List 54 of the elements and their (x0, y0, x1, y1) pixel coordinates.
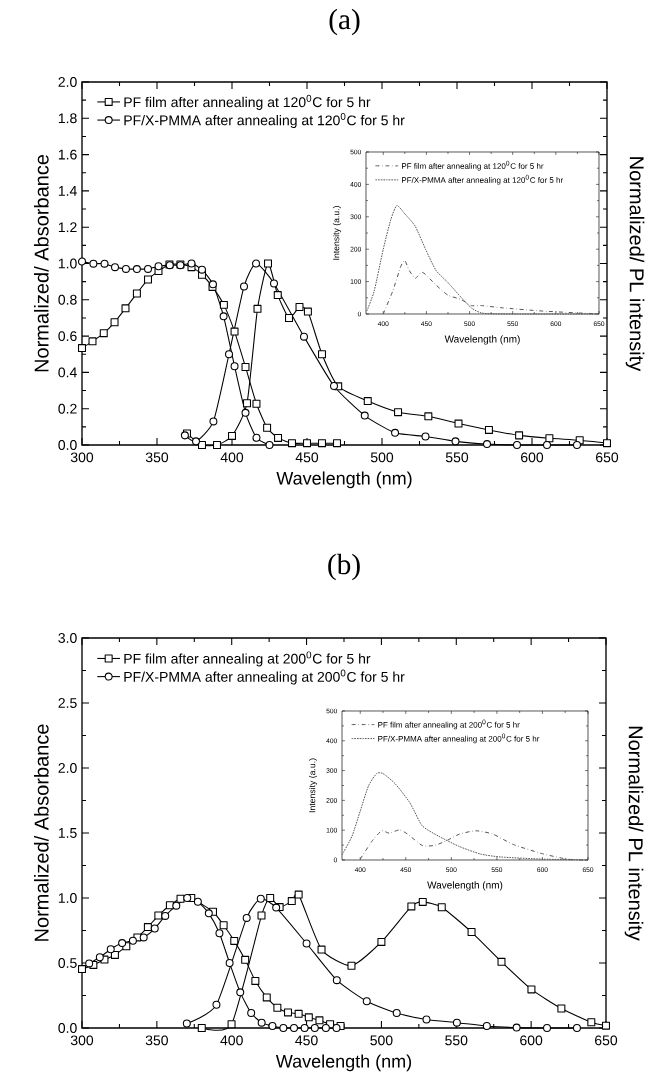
x-tick-label: 500 (370, 452, 394, 463)
x-tick-label: 500 (370, 1035, 393, 1046)
y-tick-label: 0.0 (58, 440, 77, 450)
y-tick-label: 3.0 (58, 633, 77, 643)
y-tick-label: 0.4 (58, 367, 77, 378)
y-tick-label: 0.0 (58, 1023, 77, 1033)
y-axis-title: Intensity (a.u.) (332, 206, 342, 260)
x-tick-label: 350 (145, 1035, 168, 1046)
y-tick-label: 2.5 (58, 698, 77, 708)
x-tick-label: 300 (70, 1035, 94, 1046)
legend-label: PF film after annealing at 200$^{0}$C for 5 hr (124, 651, 371, 667)
x-tick-label: 300 (70, 452, 94, 463)
chart-title: (b) (328, 553, 360, 581)
chart-title: (a) (329, 8, 360, 36)
y-axis-title: Normalized/ Absorbance (33, 724, 49, 941)
y-tick-label: 0.8 (58, 294, 77, 305)
y-tick-label: 0.6 (58, 331, 77, 342)
y-tick-label: 1.6 (58, 149, 77, 160)
x-tick-label: 600 (520, 1035, 543, 1046)
x-tick-label: 450 (295, 1035, 318, 1046)
y-tick-label: 2.0 (58, 77, 77, 87)
legend-label: PF/X-PMMA after annealing at 120$^{0}$C for 5 hr (402, 174, 563, 185)
x-tick-label: 650 (595, 1035, 618, 1046)
x-axis-title: Wavelength (nm) (427, 881, 503, 891)
y2-axis-title: Normalized/ PL intensity (624, 726, 644, 941)
y-tick-label: 1.2 (58, 222, 77, 233)
y-tick-label: 1.4 (58, 186, 77, 196)
x-tick-label: 450 (295, 452, 319, 463)
legend-label: PF/X-PMMA after annealing at 200$^{0}$C for 5 hr (124, 669, 405, 685)
y-tick-label: 1.0 (58, 893, 77, 903)
x-tick-label: 350 (145, 452, 169, 463)
legend-label: PF film after annealing at 120$^{0}$C for 5 hr (402, 160, 544, 171)
x-tick-label: 400 (220, 1035, 243, 1046)
y-axis-title: Normalized/ Absorbance (33, 154, 49, 372)
x-tick-label: 400 (220, 452, 244, 463)
y-axis-title: Intensity (a.u.) (308, 758, 318, 813)
legend-label: PF film after annealing at 200$^{0}$C for 5 hr (378, 719, 520, 730)
y-tick-label: 1.5 (58, 828, 77, 838)
y-tick-label: 0.2 (58, 403, 77, 414)
y-tick-label: 1.8 (58, 113, 77, 124)
x-tick-label: 550 (445, 452, 469, 463)
y2-axis-title: Normalized/ PL intensity (625, 157, 645, 372)
x-axis-title: Wavelength (nm) (276, 471, 412, 489)
y-tick-label: 2.0 (58, 763, 77, 773)
x-axis-title: Wavelength (nm) (444, 335, 520, 345)
y-tick-label: 1.0 (58, 258, 77, 269)
x-tick-label: 600 (521, 452, 544, 463)
legend-label: PF/X-PMMA after annealing at 200$^{0}$C for 5 hr (378, 733, 540, 744)
x-tick-label: 650 (596, 452, 619, 463)
y-tick-label: 0.5 (58, 958, 77, 968)
x-axis-title: Wavelength (nm) (275, 1054, 412, 1072)
legend-label: PF film after annealing at 120$^{0}$C for 5 hr (124, 94, 371, 110)
legend-label: PF/X-PMMA after annealing at 120$^{0}$C for 5 hr (124, 113, 405, 129)
x-tick-label: 550 (445, 1035, 468, 1046)
